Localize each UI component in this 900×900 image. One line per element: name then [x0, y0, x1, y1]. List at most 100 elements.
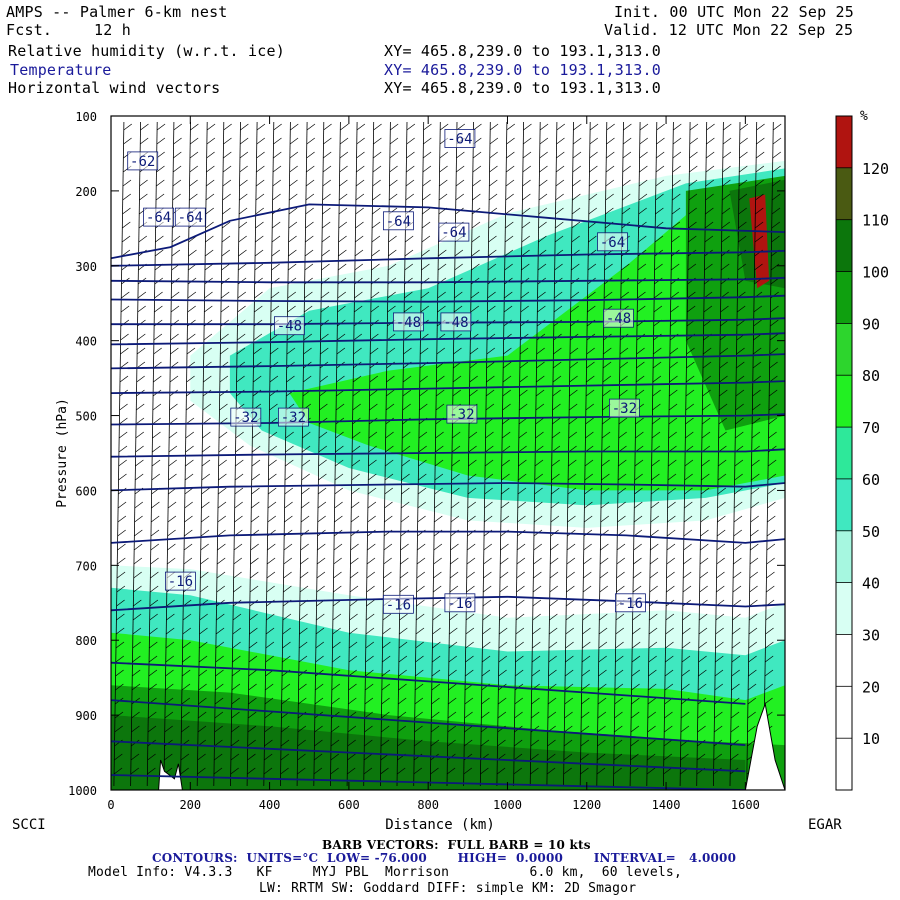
wind-barb-feather — [653, 347, 662, 355]
wind-barb-feather — [170, 347, 179, 355]
wind-barb-feather — [150, 515, 160, 523]
wind-barb-feather — [564, 669, 574, 677]
wind-barb-feather — [537, 291, 546, 299]
wind-barb-feather — [768, 431, 777, 439]
wind-barb-feather — [688, 207, 697, 215]
wind-barb-feather — [134, 529, 143, 537]
wind-barb-feather — [654, 235, 664, 243]
wind-barb-feather — [719, 375, 728, 383]
isotherm-7 — [111, 448, 785, 458]
wind-barb-feather — [447, 711, 457, 719]
wind-barb-feather — [432, 627, 441, 635]
wind-barb-staff-36 — [713, 121, 724, 787]
wind-barb-feather — [667, 473, 677, 481]
wind-barb-feather — [730, 711, 740, 719]
wind-barb-feather — [151, 459, 161, 467]
wind-barb-feather — [249, 613, 258, 621]
wind-barb-feather — [570, 291, 580, 299]
isotherm-label-7: -48 — [277, 319, 302, 335]
wind-barb-feather — [535, 431, 544, 439]
wind-barb-feather — [522, 137, 532, 145]
wind-barb-layer — [113, 121, 782, 787]
wind-barb-feather — [265, 641, 275, 649]
wind-barb-feather — [664, 711, 673, 719]
wind-barb-feather — [350, 543, 359, 551]
wind-barb-feather — [298, 683, 307, 691]
wind-barb-feather — [152, 445, 161, 453]
wind-barb-feather — [381, 683, 391, 691]
wind-barb-feather — [456, 151, 465, 159]
wind-barb-feather — [473, 123, 482, 131]
wind-barb-feather — [582, 585, 592, 593]
wind-barb-feather — [713, 725, 723, 733]
wind-barb-feather — [533, 571, 542, 579]
wind-barb-feather — [335, 403, 345, 411]
wind-barb-feather — [615, 613, 625, 621]
wind-barb-feather — [548, 655, 557, 663]
wind-barb-feather — [482, 585, 492, 593]
wind-barb-feather — [713, 767, 722, 775]
wind-barb-feather — [238, 235, 247, 243]
colorbar-band-10 — [836, 219, 852, 272]
wind-barb-feather — [149, 627, 158, 635]
wind-barb-feather — [322, 165, 332, 173]
y-tick-label-500: 500 — [75, 410, 97, 424]
wind-barb-feather — [700, 487, 710, 495]
wind-barb-feather — [456, 123, 466, 131]
wind-barb-feather — [414, 711, 423, 719]
wind-barb-feather — [121, 235, 131, 243]
wind-barb-feather — [219, 403, 228, 411]
wind-barb-feather — [565, 613, 575, 621]
wind-barb-feather — [271, 263, 280, 271]
wind-barb-feather — [331, 711, 340, 719]
wind-barb-feather — [233, 585, 242, 593]
wind-barb-feather — [719, 347, 729, 355]
wind-barb-feather — [754, 235, 764, 243]
wind-barb-feather — [538, 193, 548, 201]
wind-barb-feather — [320, 291, 330, 299]
wind-barb-feather — [530, 725, 540, 733]
wind-barb-feather — [667, 515, 676, 523]
wind-barb-feather — [368, 445, 377, 453]
wind-barb-feather — [433, 543, 443, 551]
wind-barb-staff-38 — [746, 121, 758, 787]
wind-barb-feather — [430, 739, 440, 747]
wind-barb-feather — [248, 683, 257, 691]
wind-barb-feather — [682, 627, 691, 635]
wind-barb-feather — [552, 375, 562, 383]
wind-barb-feather — [454, 291, 463, 299]
wind-barb-feather — [600, 501, 610, 509]
wind-barb-feather — [619, 361, 629, 369]
wind-barb-feather — [183, 543, 193, 551]
wind-barb-staff-28 — [579, 121, 591, 787]
colorbar-tick-label-30: 30 — [862, 627, 880, 645]
wind-barb-feather — [771, 221, 781, 229]
wind-barb-feather — [150, 557, 159, 565]
wind-barb-feather — [686, 347, 695, 355]
wind-barb-feather — [564, 697, 574, 705]
wind-barb-feather — [386, 375, 395, 383]
wind-barb-feather — [336, 375, 345, 383]
wind-barb-feather — [653, 305, 663, 313]
wind-barb-feather — [522, 151, 532, 159]
wind-barb-feather — [732, 613, 741, 621]
wind-barb-feather — [218, 445, 228, 453]
wind-barb-feather — [550, 543, 559, 551]
wind-barb-feather — [602, 361, 612, 369]
wind-barb-feather — [685, 417, 694, 425]
wind-barb-feather — [384, 473, 394, 481]
colorbar-band-4 — [836, 530, 852, 583]
wind-barb-feather — [447, 697, 457, 705]
wind-barb-feather — [588, 179, 598, 187]
wind-barb-feather — [368, 431, 378, 439]
wind-barb-feather — [284, 473, 294, 481]
wind-barb-feather — [588, 193, 598, 201]
wind-barb-feather — [722, 151, 732, 159]
wind-barb-feather — [618, 417, 628, 425]
wind-barb-feather — [680, 725, 690, 733]
wind-barb-feather — [751, 459, 760, 467]
colorbar-frame — [835, 115, 853, 791]
wind-barb-feather — [755, 165, 765, 173]
wind-barb-feather — [364, 739, 373, 747]
wind-barb-feather — [566, 571, 575, 579]
